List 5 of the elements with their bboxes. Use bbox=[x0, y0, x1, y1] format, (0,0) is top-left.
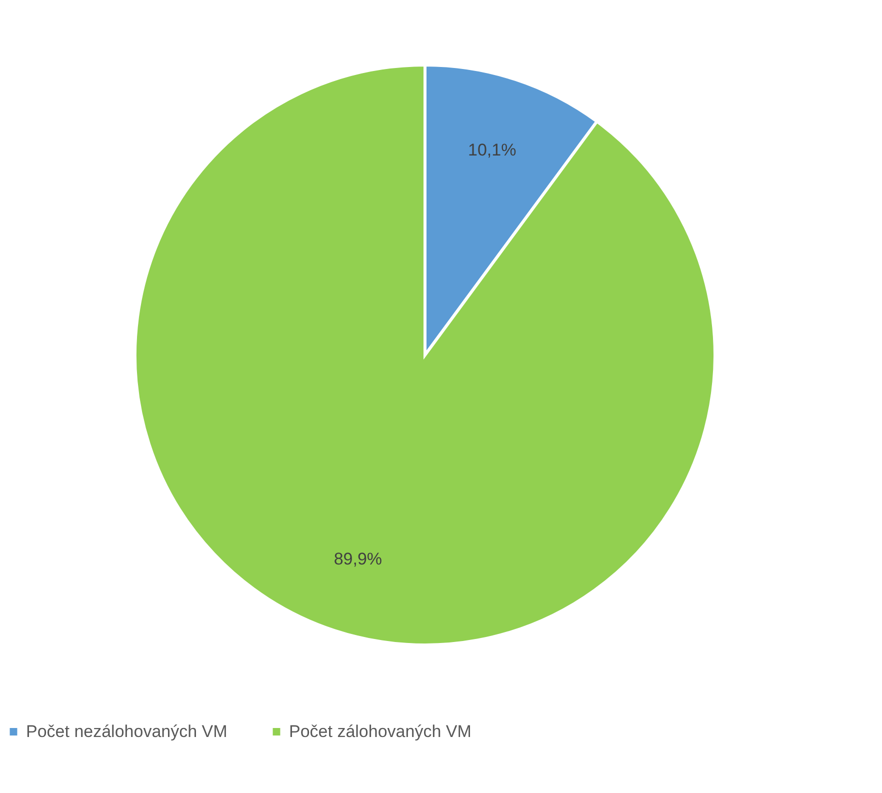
data-label: 89,9% bbox=[334, 549, 382, 568]
pie-slice bbox=[134, 64, 716, 646]
legend-label: Počet nezálohovaných VM bbox=[26, 722, 228, 741]
legend-label: Počet zálohovaných VM bbox=[289, 722, 472, 741]
data-label: 10,1% bbox=[468, 140, 516, 160]
